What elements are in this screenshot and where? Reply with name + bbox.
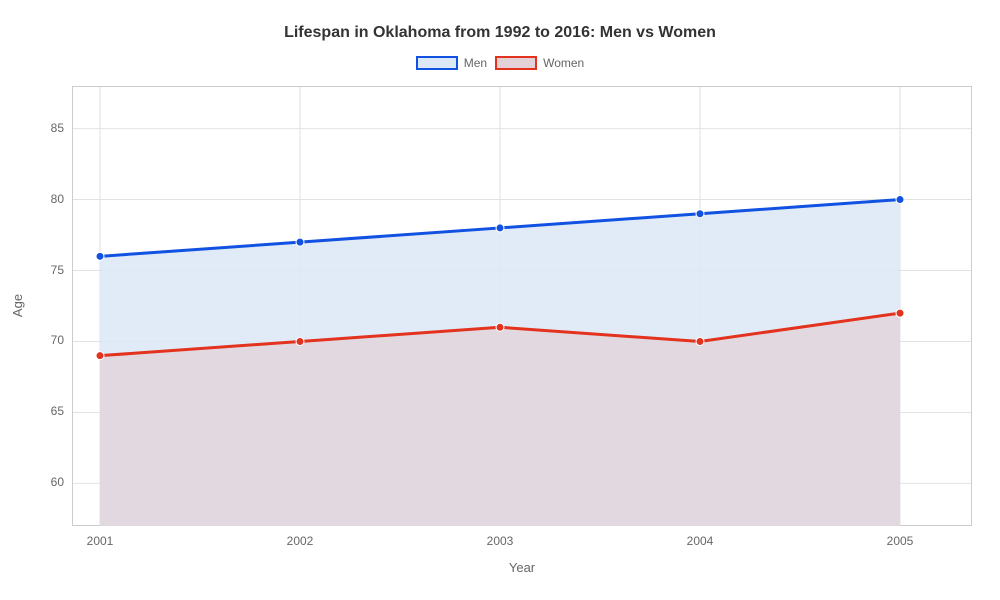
marker-women	[296, 337, 304, 345]
x-tick-label: 2002	[275, 534, 325, 548]
y-tick-label: 75	[32, 263, 64, 277]
marker-men	[96, 252, 104, 260]
marker-women	[896, 309, 904, 317]
x-tick-label: 2001	[75, 534, 125, 548]
marker-women	[496, 323, 504, 331]
legend-item-women: Women	[495, 56, 584, 70]
y-tick-label: 70	[32, 333, 64, 347]
legend-label-women: Women	[543, 56, 584, 70]
y-tick-label: 65	[32, 404, 64, 418]
x-tick-label: 2003	[475, 534, 525, 548]
y-tick-label: 80	[32, 192, 64, 206]
plot-area	[72, 86, 972, 526]
legend-label-men: Men	[464, 56, 487, 70]
marker-men	[896, 196, 904, 204]
legend-item-men: Men	[416, 56, 487, 70]
x-tick-label: 2004	[675, 534, 725, 548]
x-tick-label: 2005	[875, 534, 925, 548]
y-tick-label: 85	[32, 121, 64, 135]
legend-swatch-men	[416, 56, 458, 70]
marker-women	[696, 337, 704, 345]
chart-legend: Men Women	[0, 56, 1000, 70]
marker-women	[96, 352, 104, 360]
marker-men	[696, 210, 704, 218]
y-axis-label: Age	[10, 294, 25, 317]
lifespan-chart: Lifespan in Oklahoma from 1992 to 2016: …	[0, 0, 1000, 600]
marker-men	[296, 238, 304, 246]
chart-title: Lifespan in Oklahoma from 1992 to 2016: …	[0, 24, 1000, 42]
marker-men	[496, 224, 504, 232]
x-axis-label: Year	[72, 560, 972, 575]
y-tick-label: 60	[32, 475, 64, 489]
legend-swatch-women	[495, 56, 537, 70]
